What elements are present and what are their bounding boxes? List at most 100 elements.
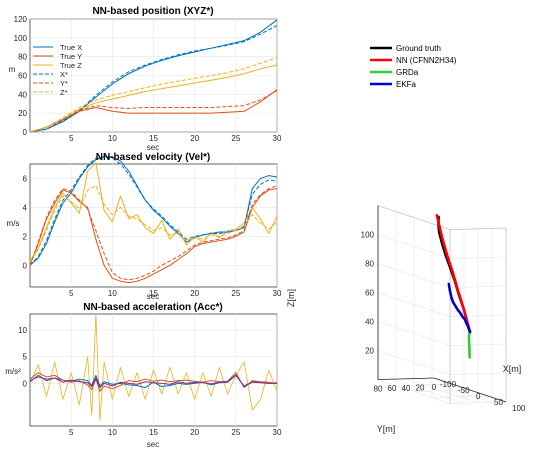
velocity-series-2 bbox=[29, 162, 278, 262]
3d-grid-yx-1 bbox=[419, 378, 493, 403]
3d-grid-yx-2 bbox=[405, 378, 479, 404]
acceleration-xtick-4: 25 bbox=[231, 428, 240, 437]
velocity-xlabel: sec bbox=[147, 292, 159, 301]
position-series-true-x bbox=[29, 19, 278, 133]
acceleration-title: NN-based acceleration (Acc*) bbox=[83, 302, 223, 313]
velocity-xtick-0: 5 bbox=[69, 289, 74, 298]
acceleration-xtick-2: 15 bbox=[149, 428, 158, 437]
acceleration-ylabel: m/s² bbox=[5, 367, 21, 376]
3d-grid-zy-4 bbox=[449, 256, 507, 259]
velocity-title: NN-based velocity (Vel*) bbox=[96, 152, 210, 163]
position-legend-label-1: True Y bbox=[60, 52, 82, 61]
trajectory-zlabel: Z[m] bbox=[286, 289, 296, 307]
trajectory-legend-label-3: EKFa bbox=[396, 80, 417, 89]
velocity-ytick-3: 6 bbox=[23, 174, 28, 183]
3d-grid-zx-3 bbox=[377, 263, 451, 288]
velocity-series-3 bbox=[29, 156, 278, 266]
acceleration-xtick-0: 5 bbox=[69, 428, 74, 437]
3d-grid-zx-2 bbox=[377, 292, 451, 317]
position-panel: 5 10 15 20 25 30 0 20 40 60 80 100 120 NN-based posi… bbox=[9, 6, 282, 152]
3d-grid-zx-0 bbox=[377, 350, 451, 375]
position-tick-labels: 5 10 15 20 25 30 0 20 40 60 80 100 120 bbox=[14, 15, 282, 143]
velocity-series-1 bbox=[29, 188, 278, 284]
velocity-series-5 bbox=[29, 185, 278, 263]
trajectory-3d-panel: -100-50 0 50 100 0 20 40 60 80 20 40 60 80 100 Z[m] Y… bbox=[286, 41, 526, 434]
3d-ytick-1: 20 bbox=[416, 383, 425, 392]
3d-xtick-4: 100 bbox=[512, 404, 526, 413]
acceleration-xtick-5: 30 bbox=[273, 428, 282, 437]
trajectory-legend-label-0: Ground truth bbox=[396, 44, 441, 53]
3d-grid-zx-4 bbox=[377, 234, 451, 259]
position-xtick-1: 10 bbox=[108, 134, 117, 143]
3d-ytick-3: 60 bbox=[388, 384, 397, 393]
position-ylabel: m bbox=[9, 65, 16, 74]
velocity-series bbox=[29, 156, 278, 284]
trajectory-legend-box bbox=[365, 41, 479, 91]
3d-edge-5 bbox=[449, 227, 507, 230]
acceleration-series-3 bbox=[29, 374, 277, 389]
position-legend-label-4: Y* bbox=[60, 79, 68, 88]
acceleration-panel: 5 10 15 20 25 30 0 5 10 NN-based acceleration (A… bbox=[5, 302, 282, 449]
trajectory-legend-label-1: NN (CFNN2H34) bbox=[396, 56, 457, 65]
3d-series-grda bbox=[467, 330, 472, 359]
position-legend-label-3: X* bbox=[60, 70, 68, 79]
velocity-ytick-2: 4 bbox=[23, 203, 28, 212]
position-legend-label-2: True Z bbox=[60, 61, 82, 70]
3d-xtick-1: -50 bbox=[458, 386, 470, 395]
acceleration-ytick-0: 0 bbox=[23, 379, 28, 388]
acceleration-xtick-1: 10 bbox=[108, 428, 117, 437]
acceleration-tick-labels: 5 10 15 20 25 30 0 5 10 bbox=[18, 326, 282, 437]
position-xtick-0: 5 bbox=[69, 134, 74, 143]
acceleration-series-2 bbox=[29, 372, 278, 392]
velocity-xtick-5: 30 bbox=[273, 289, 282, 298]
position-ytick-5: 100 bbox=[14, 34, 28, 43]
velocity-xtick-4: 25 bbox=[231, 289, 240, 298]
3d-grid-yx-4 bbox=[377, 379, 451, 404]
trajectory-legend: Ground truth NN (CFNN2H34) GRDa EKFa bbox=[365, 41, 479, 91]
position-legend-label-5: Z* bbox=[60, 88, 68, 97]
position-series bbox=[29, 19, 278, 133]
position-xtick-2: 15 bbox=[149, 134, 158, 143]
3d-xtick-0: -100 bbox=[440, 380, 457, 389]
acceleration-xlabel: sec bbox=[147, 440, 159, 449]
3d-xtick-2: 0 bbox=[476, 392, 481, 401]
velocity-ylabel: m/s bbox=[7, 219, 20, 228]
3d-axis-x bbox=[433, 377, 507, 403]
3d-ztick-1: 40 bbox=[365, 318, 374, 327]
position-series-z- bbox=[29, 57, 278, 133]
acceleration-series bbox=[29, 313, 278, 422]
velocity-ytick-1: 2 bbox=[23, 232, 28, 241]
position-title: NN-based position (XYZ*) bbox=[92, 6, 213, 17]
3d-grid-zy-2 bbox=[449, 314, 507, 317]
trajectory-legend-label-2: GRDa bbox=[396, 68, 419, 77]
3d-ztick-0: 20 bbox=[365, 347, 374, 356]
position-ytick-1: 20 bbox=[18, 109, 27, 118]
velocity-xtick-2: 15 bbox=[149, 289, 158, 298]
position-series-y- bbox=[29, 90, 278, 133]
acceleration-ytick-2: 10 bbox=[18, 326, 27, 335]
position-xtick-3: 20 bbox=[190, 134, 199, 143]
velocity-panel: 5 10 15 20 25 30 0 2 4 6 NN-based velocity (Vel*)… bbox=[7, 152, 282, 301]
trajectory-3d-box bbox=[377, 205, 507, 404]
3d-ytick-0: 0 bbox=[432, 383, 437, 392]
3d-ztick-2: 60 bbox=[365, 289, 374, 298]
velocity-xtick-1: 10 bbox=[108, 289, 117, 298]
3d-ztick-4: 100 bbox=[361, 231, 375, 240]
velocity-series-4 bbox=[29, 185, 278, 281]
3d-grid-zy-0 bbox=[449, 372, 507, 375]
3d-series-ekfa bbox=[447, 282, 472, 334]
3d-series-nn-cfnn2h34- bbox=[435, 213, 472, 334]
position-ytick-0: 0 bbox=[23, 128, 28, 137]
velocity-ytick-0: 0 bbox=[23, 261, 28, 270]
3d-grid-zx-1 bbox=[377, 321, 451, 346]
acceleration-ytick-1: 5 bbox=[23, 353, 28, 362]
3d-grid-zy-3 bbox=[449, 285, 507, 288]
trajectory-ylabel: Y[m] bbox=[377, 424, 396, 434]
acceleration-series-0 bbox=[29, 313, 278, 422]
trajectory-3d-tick-labels: -100-50 0 50 100 0 20 40 60 80 20 40 60 80 100 bbox=[361, 231, 526, 413]
position-series-true-z bbox=[29, 64, 278, 133]
3d-ytick-2: 40 bbox=[402, 384, 411, 393]
velocity-xtick-3: 20 bbox=[190, 289, 199, 298]
